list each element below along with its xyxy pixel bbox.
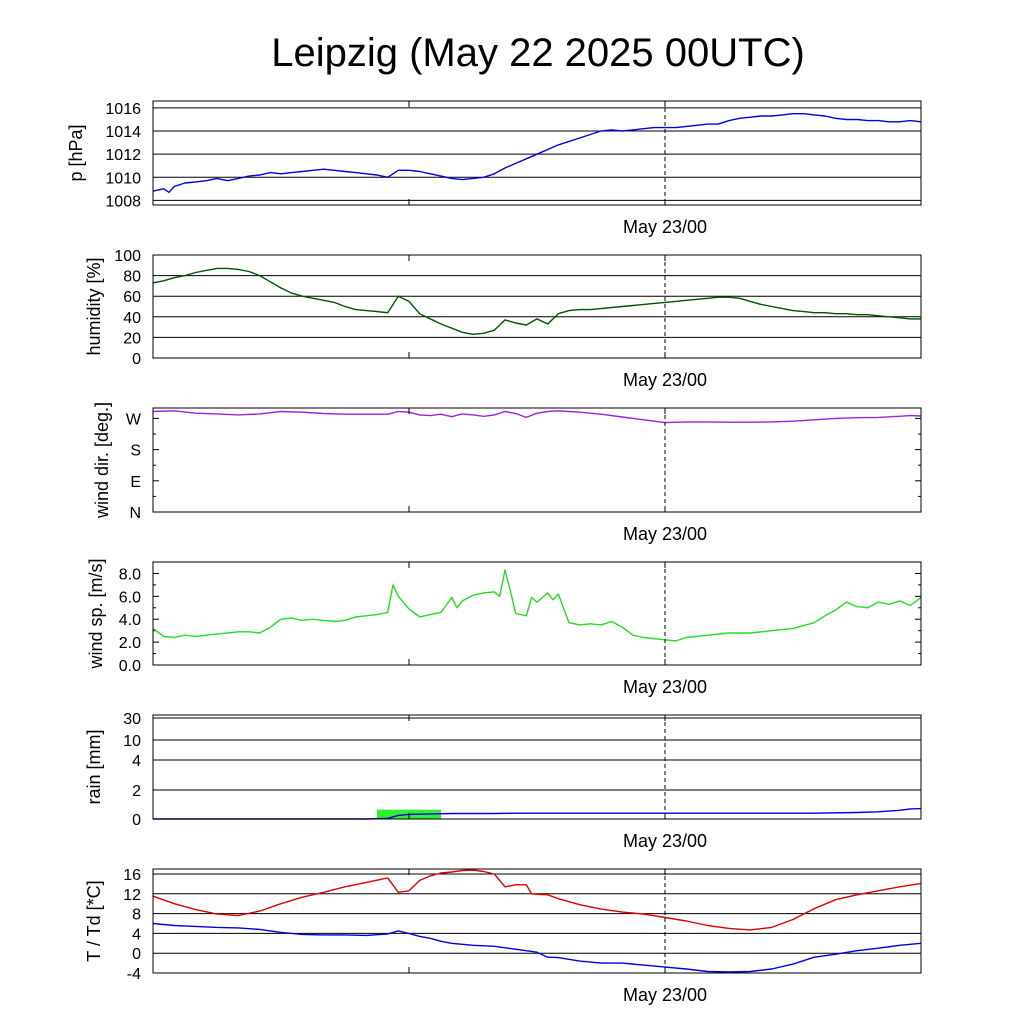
y-tick-label: 0.0 [119,658,141,675]
series-line [153,807,922,820]
y-axis-label: wind sp. [m/s] [86,558,106,669]
y-tick-label: E [130,474,141,491]
y-tick-label: S [130,443,141,460]
y-tick-label: 12 [123,887,141,904]
panel-2: 0 20 40 60 80 100 May 23/00 humidity [%] [84,248,922,390]
y-tick-label: 100 [114,248,141,265]
y-axis-label: T / Td [*C] [84,880,104,961]
y-tick-label: 0 [132,946,141,963]
panel-frame [152,254,922,359]
y-tick-label: N [129,505,141,522]
y-tick-label: 40 [123,310,141,327]
series-line [152,113,922,193]
y-tick-label: 20 [123,330,141,347]
panel-4: 0.0 2.0 4.0 6.0 8.0 May 23/00 wind sp. [m/s] [86,558,922,697]
series-line [152,410,922,424]
y-tick-label: 1012 [105,147,141,164]
x-tick-label: May 23/00 [623,524,707,544]
series-line [152,869,922,931]
y-tick-label: 8 [132,907,141,924]
series-line [152,922,922,973]
x-tick-label: May 23/00 [623,217,707,237]
y-tick-label: W [126,411,142,428]
panel-1: 1008 1010 1012 1014 1016 May 23/00 p [hPa] [66,100,922,237]
y-tick-label: 2.0 [119,635,141,652]
y-tick-label: -4 [127,966,141,983]
panel-6: -4 0 4 8 12 16 May 23/00 T / Td [*C] [84,867,922,1005]
x-tick-label: May 23/00 [623,677,707,697]
chart-title: Leipzig (May 22 2025 00UTC) [271,31,805,75]
y-axis-label: wind dir. [deg.] [92,402,112,519]
panel-frame [152,561,922,666]
y-tick-label: 0 [132,812,141,829]
series-line [152,267,921,335]
y-tick-label: 16 [123,867,141,884]
y-tick-label: 1010 [105,170,141,187]
y-tick-label: 80 [123,269,141,286]
y-tick-label: 0 [132,351,141,368]
series-line [152,569,922,642]
panel-frame [152,407,922,513]
panel-frame [152,868,922,974]
panel-frame [152,714,922,820]
y-tick-label: 2 [132,783,141,800]
panel-frame [152,100,922,206]
y-axis-label: p [hPa] [66,124,86,181]
panel-5: 0 2 4 10 30 May 23/00 rain [mm] [84,711,922,851]
y-tick-label: 1008 [105,193,141,210]
y-axis-label: humidity [%] [84,257,104,355]
y-tick-label: 1016 [105,101,141,118]
y-tick-label: 4 [132,926,141,943]
y-tick-label: 6.0 [119,589,141,606]
y-tick-label: 60 [123,289,141,306]
y-tick-label: 8.0 [119,566,141,583]
y-tick-label: 30 [123,711,141,728]
y-axis-label: rain [mm] [84,729,104,804]
y-tick-label: 1014 [105,124,141,141]
y-tick-label: 4 [132,753,141,770]
x-tick-label: May 23/00 [623,370,707,390]
x-tick-label: May 23/00 [623,985,707,1005]
y-tick-label: 10 [123,733,141,750]
y-tick-label: 4.0 [119,612,141,629]
x-tick-label: May 23/00 [623,831,707,851]
